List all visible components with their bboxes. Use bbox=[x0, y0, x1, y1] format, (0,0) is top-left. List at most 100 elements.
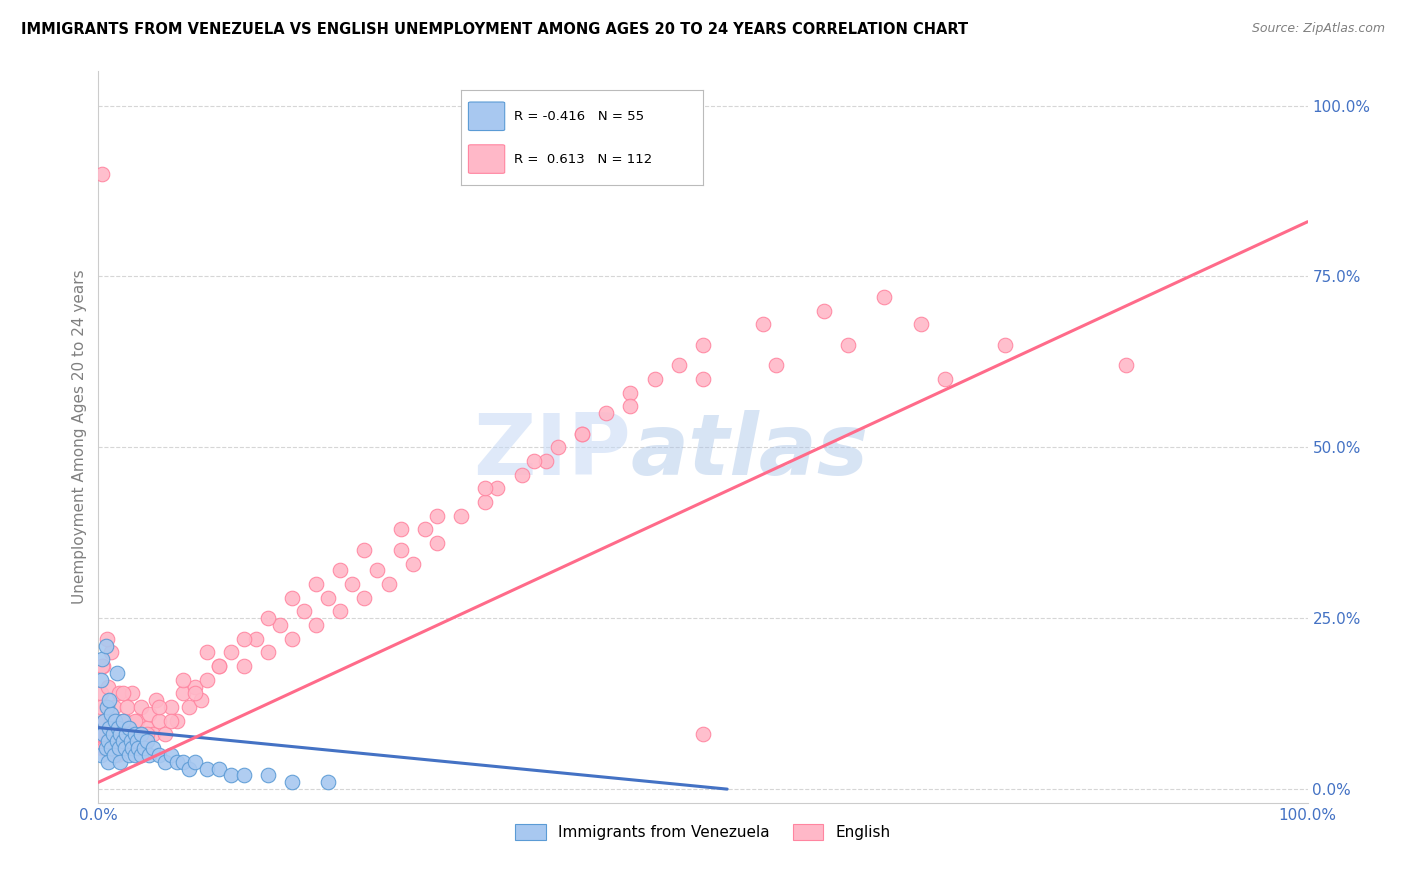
Point bbox=[127, 734, 149, 748]
Point bbox=[256, 611, 278, 625]
Point bbox=[281, 591, 304, 605]
Point bbox=[124, 727, 146, 741]
Text: ZIP: ZIP bbox=[472, 410, 630, 493]
Text: IMMIGRANTS FROM VENEZUELA VS ENGLISH UNEMPLOYMENT AMONG AGES 20 TO 24 YEARS CORR: IMMIGRANTS FROM VENEZUELA VS ENGLISH UNE… bbox=[21, 22, 969, 37]
Point bbox=[413, 522, 436, 536]
Point bbox=[97, 755, 120, 769]
Point bbox=[100, 741, 122, 756]
Point bbox=[114, 741, 136, 756]
Point bbox=[595, 406, 617, 420]
Point bbox=[523, 454, 546, 468]
Point bbox=[692, 338, 714, 352]
Point bbox=[208, 659, 231, 673]
Point bbox=[195, 673, 218, 687]
Point bbox=[96, 700, 118, 714]
Point bbox=[100, 741, 122, 756]
Point bbox=[115, 727, 138, 741]
Point bbox=[120, 734, 142, 748]
Point bbox=[94, 741, 117, 756]
Point bbox=[316, 775, 339, 789]
Point bbox=[172, 686, 194, 700]
Point bbox=[153, 727, 176, 741]
Point bbox=[93, 714, 115, 728]
Point bbox=[129, 747, 152, 762]
Point bbox=[342, 577, 364, 591]
Point bbox=[107, 714, 129, 728]
Point bbox=[128, 727, 150, 741]
Point bbox=[195, 762, 218, 776]
Point bbox=[486, 481, 509, 495]
Point bbox=[172, 673, 194, 687]
Point bbox=[124, 741, 146, 756]
Point bbox=[142, 741, 165, 756]
Point bbox=[353, 542, 375, 557]
Point bbox=[97, 734, 120, 748]
Point bbox=[281, 775, 304, 789]
Point bbox=[118, 747, 141, 762]
Point bbox=[837, 338, 859, 352]
Point bbox=[426, 508, 449, 523]
Point bbox=[934, 372, 956, 386]
Point bbox=[160, 747, 183, 762]
Point bbox=[692, 727, 714, 741]
Point bbox=[142, 727, 165, 741]
Point bbox=[108, 686, 131, 700]
Point bbox=[269, 618, 291, 632]
Point bbox=[118, 721, 141, 735]
Point bbox=[813, 303, 835, 318]
Point bbox=[179, 762, 201, 776]
Point bbox=[105, 734, 128, 748]
Point bbox=[402, 557, 425, 571]
Point bbox=[108, 755, 131, 769]
Point bbox=[108, 741, 131, 756]
Point bbox=[752, 318, 775, 332]
Point bbox=[534, 454, 557, 468]
Point bbox=[179, 700, 201, 714]
Point bbox=[103, 700, 125, 714]
Point bbox=[108, 727, 131, 741]
Point bbox=[107, 721, 129, 735]
Point bbox=[103, 747, 125, 762]
Point bbox=[124, 747, 146, 762]
Point bbox=[190, 693, 212, 707]
Point bbox=[89, 727, 111, 741]
Point bbox=[571, 426, 593, 441]
Point bbox=[93, 741, 115, 756]
Point bbox=[232, 632, 254, 646]
Point bbox=[366, 563, 388, 577]
Point bbox=[547, 440, 569, 454]
Point bbox=[353, 591, 375, 605]
Point bbox=[329, 604, 352, 618]
Point bbox=[619, 385, 641, 400]
Point bbox=[765, 359, 787, 373]
Point bbox=[90, 700, 112, 714]
Point bbox=[221, 645, 243, 659]
Point bbox=[184, 755, 207, 769]
Point bbox=[93, 714, 115, 728]
Point bbox=[100, 706, 122, 721]
Point bbox=[100, 714, 122, 728]
Point bbox=[127, 714, 149, 728]
Point bbox=[94, 700, 117, 714]
Point bbox=[104, 714, 127, 728]
Point bbox=[135, 727, 157, 741]
Point bbox=[101, 727, 124, 741]
Point bbox=[256, 645, 278, 659]
Point bbox=[668, 359, 690, 373]
Point bbox=[184, 680, 207, 694]
Point bbox=[305, 618, 328, 632]
Point bbox=[129, 700, 152, 714]
Point bbox=[91, 659, 114, 673]
Point bbox=[111, 714, 134, 728]
Point bbox=[232, 768, 254, 782]
Point bbox=[134, 734, 156, 748]
Point bbox=[97, 680, 120, 694]
Point bbox=[474, 481, 496, 495]
Point bbox=[91, 167, 114, 181]
Point bbox=[148, 714, 170, 728]
Point bbox=[873, 290, 896, 304]
Point bbox=[389, 522, 412, 536]
Point bbox=[160, 714, 183, 728]
Point bbox=[619, 400, 641, 414]
Point bbox=[90, 747, 112, 762]
